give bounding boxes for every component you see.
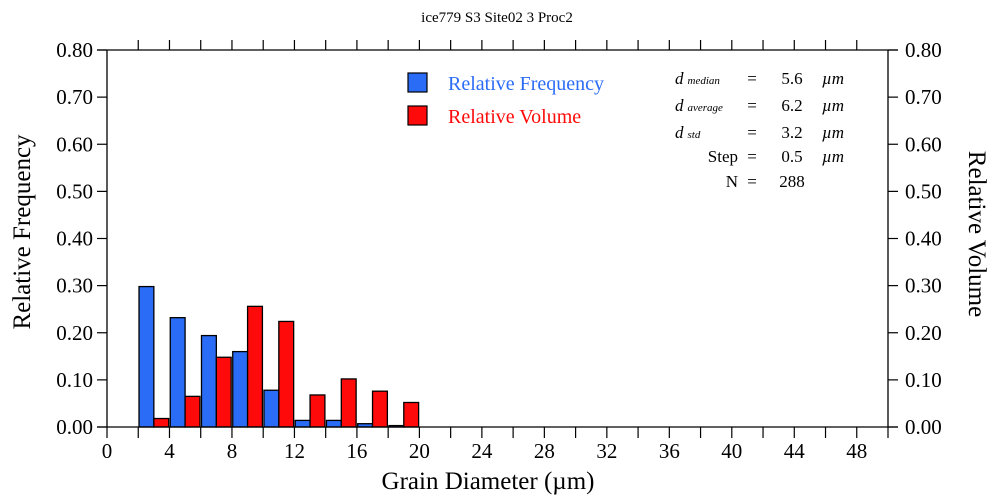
x-tick-label: 40 xyxy=(721,439,742,463)
x-tick-label: 4 xyxy=(164,439,175,463)
legend: Relative Frequency Relative Volume xyxy=(407,72,604,128)
stat-value: 288 xyxy=(779,172,805,191)
legend-swatch-volume xyxy=(407,105,428,126)
bar-relative-frequency xyxy=(294,419,311,428)
x-tick-label: 12 xyxy=(284,439,305,463)
stat-unit: µm xyxy=(822,147,844,166)
y2-axis-title: Relative Volume xyxy=(963,151,990,317)
stat-row-average: d average = 6.2 µm xyxy=(675,96,844,115)
stat-value: 3.2 xyxy=(781,123,802,142)
stat-row-std: d std = 3.2 µm xyxy=(675,123,844,142)
bar-relative-frequency xyxy=(232,350,249,428)
y2-tick-label: 0.70 xyxy=(905,85,942,109)
x-tick-label: 44 xyxy=(784,439,806,463)
stat-value: 5.6 xyxy=(781,69,802,88)
legend-label-frequency: Relative Frequency xyxy=(448,73,604,95)
bar-relative-volume xyxy=(371,390,389,428)
bar-relative-volume xyxy=(403,401,420,428)
bar-relative-frequency xyxy=(325,419,342,428)
chart-title: ice779 S3 Site02 3 Proc2 xyxy=(421,10,573,26)
stats-panel: d median = 5.6 µm d average = 6.2 µm d std … xyxy=(675,69,844,191)
bar-relative-frequency xyxy=(138,285,155,428)
stat-equals: = xyxy=(747,69,757,88)
stat-row-step: Step = 0.5 µm xyxy=(708,147,844,166)
x-axis-title: Grain Diameter (µm) xyxy=(382,468,595,495)
x-tick-label: 32 xyxy=(596,439,617,463)
y2-tick-label: 0.60 xyxy=(905,132,942,156)
y2-tick-label: 0.20 xyxy=(905,321,942,345)
x-tick-label: 8 xyxy=(227,439,238,463)
bar-relative-volume xyxy=(278,320,295,428)
y2-tick-label: 0.10 xyxy=(905,368,942,392)
stat-row-n: N = 288 xyxy=(726,172,805,191)
stat-subscript: average xyxy=(688,102,724,114)
y-tick-label: 0.50 xyxy=(56,179,93,203)
stat-subscript: std xyxy=(688,129,701,141)
stat-value: 6.2 xyxy=(781,96,802,115)
x-tick-label: 0 xyxy=(102,439,113,463)
bar-relative-volume xyxy=(340,378,357,428)
stat-symbol: d xyxy=(675,123,684,142)
bar-relative-frequency xyxy=(263,389,280,428)
bars-group xyxy=(138,285,420,428)
stat-equals: = xyxy=(747,147,757,166)
bar-relative-frequency xyxy=(200,334,217,428)
x-tick-label: 36 xyxy=(659,439,680,463)
stat-unit: µm xyxy=(822,69,844,88)
y-tick-label: 0.30 xyxy=(56,274,93,298)
stat-unit: µm xyxy=(822,123,844,142)
x-tick-label: 24 xyxy=(471,439,493,463)
stat-symbol: N xyxy=(726,172,738,191)
bar-relative-volume xyxy=(153,417,170,428)
stat-equals: = xyxy=(747,172,757,191)
bar-relative-frequency xyxy=(169,317,186,428)
y-tick-label: 0.80 xyxy=(56,38,93,62)
y-tick-label: 0.20 xyxy=(56,321,93,345)
stat-symbol: d xyxy=(675,96,684,115)
x-tick-label: 16 xyxy=(346,439,367,463)
y2-tick-label: 0.40 xyxy=(905,227,942,251)
legend-label-volume: Relative Volume xyxy=(448,106,581,128)
stat-equals: = xyxy=(747,123,757,142)
y-tick-label: 0.00 xyxy=(56,415,93,439)
bar-relative-volume xyxy=(309,394,326,428)
bar-relative-volume xyxy=(246,305,264,428)
y-axis-title: Relative Frequency xyxy=(9,134,36,330)
y2-tick-label: 0.50 xyxy=(905,179,942,203)
y-tick-label: 0.60 xyxy=(56,132,93,156)
y-tick-label: 0.10 xyxy=(56,368,93,392)
stat-symbol: Step xyxy=(708,147,738,166)
stat-value: 0.5 xyxy=(781,147,802,166)
bar-relative-volume xyxy=(215,356,232,428)
x-tick-label: 20 xyxy=(409,439,430,463)
stat-symbol: d xyxy=(675,69,684,88)
y2-tick-label: 0.80 xyxy=(905,38,942,62)
stat-row-median: d median = 5.6 µm xyxy=(675,69,844,88)
stat-unit: µm xyxy=(822,96,844,115)
bar-relative-volume xyxy=(184,395,201,428)
y2-tick-label: 0.30 xyxy=(905,274,942,298)
y-tick-label: 0.40 xyxy=(56,227,93,251)
x-tick-label: 28 xyxy=(534,439,555,463)
legend-swatch-frequency xyxy=(407,72,428,93)
y-tick-label: 0.70 xyxy=(56,85,93,109)
x-tick-label: 48 xyxy=(846,439,867,463)
stat-equals: = xyxy=(747,96,757,115)
axes-group: 0 4 8 12 16 20 24 28 32 36 40 44 480.000.100.200.300… xyxy=(56,38,942,463)
y2-tick-label: 0.00 xyxy=(905,415,942,439)
stat-subscript: median xyxy=(688,75,721,87)
